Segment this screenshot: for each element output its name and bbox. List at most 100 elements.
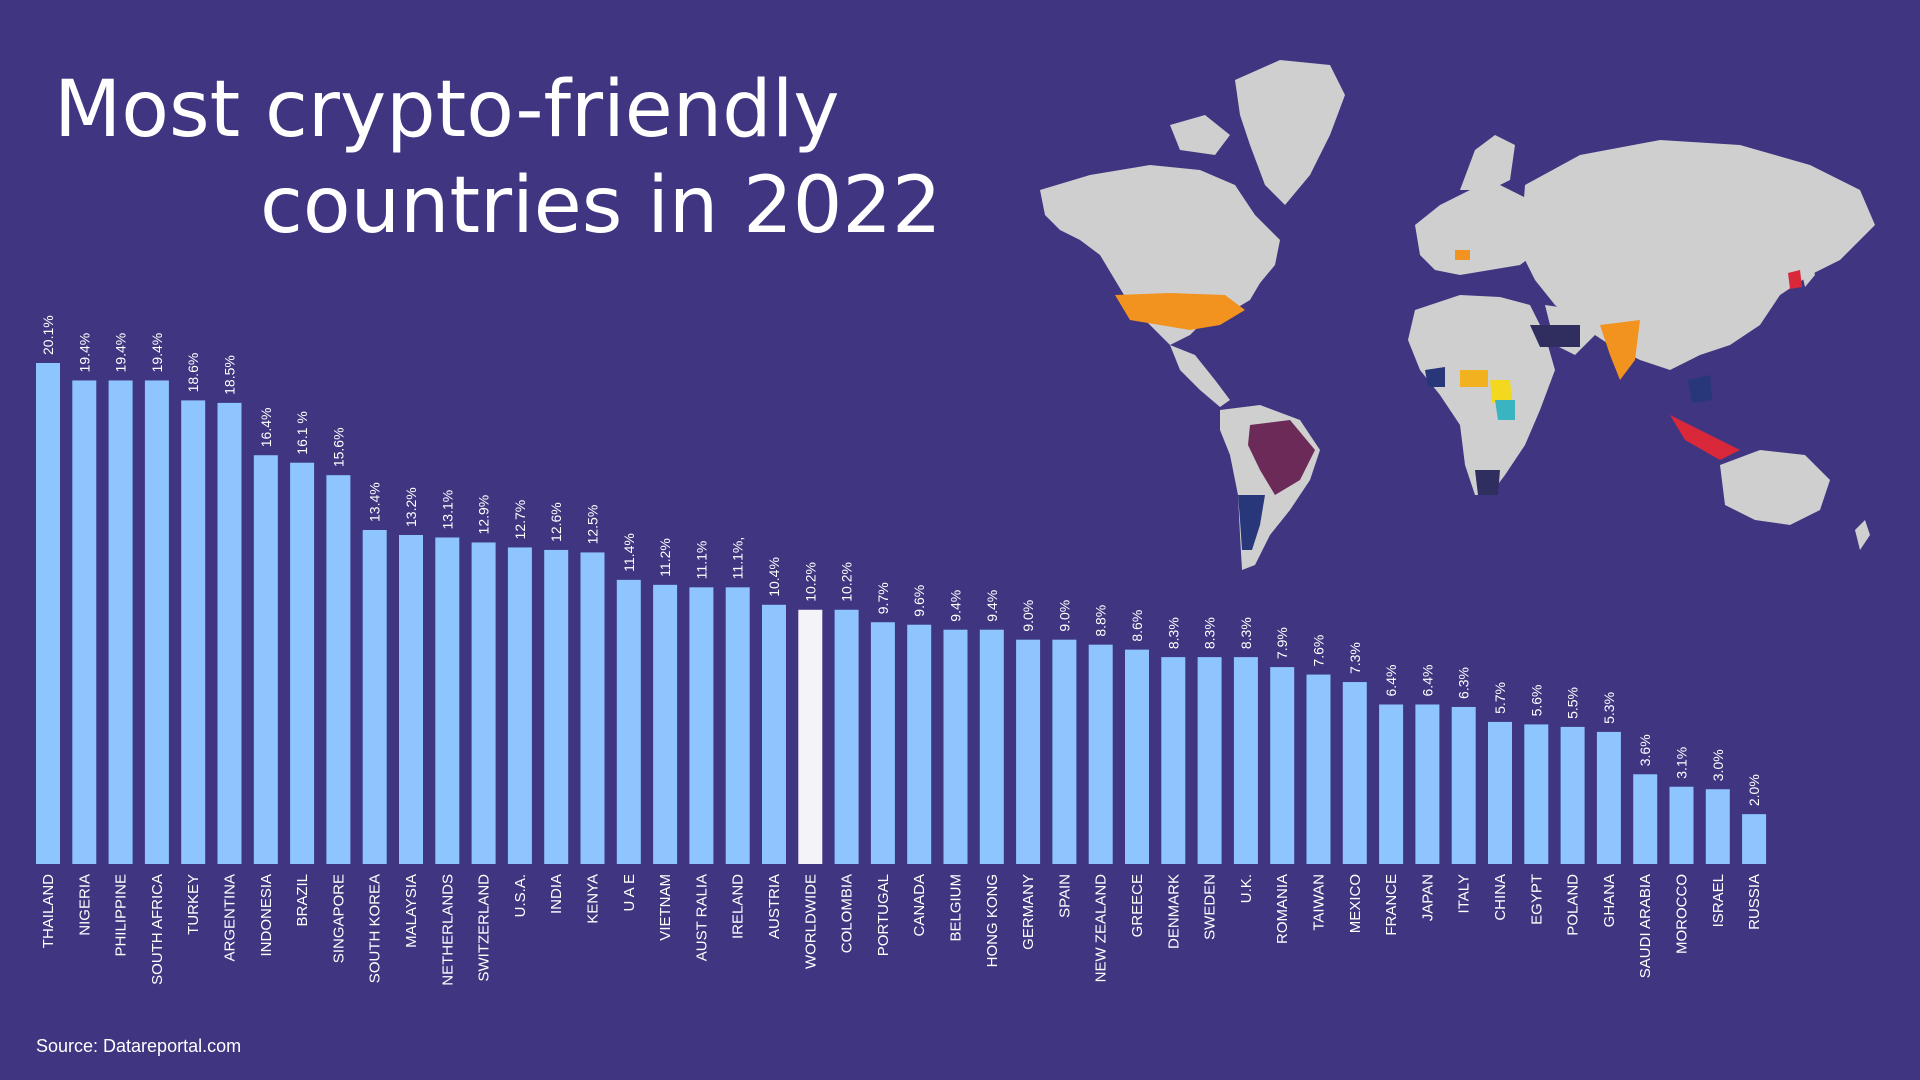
value-label: 15.6%	[330, 427, 346, 467]
category-label: CANADA	[911, 874, 928, 937]
value-label: 8.8%	[1093, 605, 1109, 637]
category-label: FRANCE	[1383, 874, 1400, 936]
bar-portugal	[870, 622, 895, 864]
category-label: SOUTH KOREA	[367, 874, 384, 983]
value-label: 18.6%	[185, 353, 201, 393]
bar-argentina	[217, 402, 242, 864]
value-label: 20.1%	[40, 315, 56, 355]
world-map	[1040, 60, 1875, 570]
chart-title-line1: Most crypto-friendly	[54, 65, 840, 155]
value-label: 9.4%	[948, 590, 964, 622]
bar-hong-kong	[979, 629, 1004, 864]
bar-south-korea	[362, 530, 387, 864]
category-label: EGYPT	[1528, 874, 1545, 925]
value-label: 9.4%	[984, 590, 1000, 622]
value-label: 12.7%	[512, 500, 528, 540]
value-label: 19.4%	[76, 333, 92, 373]
value-label: 9.7%	[875, 582, 891, 614]
value-label: 7.9%	[1274, 627, 1290, 659]
category-label: TURKEY	[185, 874, 202, 935]
bar-poland	[1560, 726, 1585, 864]
bar-brazil	[290, 462, 315, 864]
value-label: 7.6%	[1311, 635, 1327, 667]
bar-kenya	[580, 552, 605, 864]
bar-spain	[1052, 639, 1077, 864]
chart-title: Most crypto-friendly countries in 2022	[54, 62, 942, 254]
value-label: 2.0%	[1746, 774, 1762, 806]
map-highlighted-countries	[1115, 250, 1802, 550]
category-label: CHINA	[1492, 874, 1509, 921]
value-label: 6.3%	[1456, 667, 1472, 699]
bar-indonesia	[253, 455, 278, 864]
value-label: 12.5%	[585, 505, 601, 545]
category-label: NEW ZEALAND	[1093, 874, 1110, 983]
category-label: NIGERIA	[76, 874, 93, 936]
value-label: 3.0%	[1710, 749, 1726, 781]
bar-france	[1379, 704, 1404, 864]
bar-vietnam	[653, 584, 678, 864]
category-label: JAPAN	[1419, 874, 1436, 921]
category-label: KENYA	[585, 874, 602, 924]
bar-denmark	[1161, 657, 1186, 864]
bar-morocco	[1669, 786, 1694, 864]
category-label: BELGIUM	[948, 874, 965, 942]
bar-philippine	[108, 380, 133, 864]
category-label: COLOMBIA	[839, 874, 856, 953]
value-label: 10.2%	[802, 562, 818, 602]
bar-malaysia	[399, 534, 423, 864]
category-label: PORTUGAL	[875, 874, 892, 956]
category-label: POLAND	[1565, 874, 1582, 936]
value-label: 11.2%	[657, 538, 673, 577]
category-label: DENMARK	[1165, 874, 1182, 949]
category-label: VIETNAM	[657, 874, 674, 941]
value-label: 18.5%	[222, 355, 238, 395]
category-label: AUSTRIA	[766, 874, 783, 939]
value-label: 11.1%	[693, 541, 709, 580]
value-label: 9.0%	[1020, 600, 1036, 632]
bar-mexico	[1342, 682, 1367, 864]
bar-belgium	[943, 629, 968, 864]
category-label: ROMANIA	[1274, 874, 1291, 944]
value-label: 13.4%	[367, 482, 383, 522]
category-label: TAIWAN	[1311, 874, 1328, 931]
bar-u-k-	[1233, 657, 1258, 864]
category-label: GHANA	[1601, 874, 1618, 927]
bar-egypt	[1524, 724, 1549, 864]
source-note: Source: Datareportal.com	[36, 1036, 242, 1056]
value-label: 9.0%	[1056, 600, 1072, 632]
value-label: 5.5%	[1565, 687, 1581, 719]
bar-israel	[1705, 789, 1730, 864]
value-label: 12.6%	[548, 502, 564, 542]
bar-ghana	[1596, 731, 1621, 864]
value-label: 13.1%	[439, 490, 455, 530]
bar-thailand	[36, 363, 60, 864]
category-label: ITALY	[1456, 874, 1473, 913]
category-label: WORLDWIDE	[802, 874, 819, 969]
value-label: 5.7%	[1492, 682, 1508, 714]
value-label: 8.3%	[1165, 617, 1181, 649]
bar-saudi-arabia	[1633, 774, 1658, 864]
bar-taiwan	[1306, 674, 1331, 864]
bar-ireland	[725, 587, 750, 864]
category-label: RUSSIA	[1746, 874, 1763, 930]
value-label: 5.3%	[1601, 692, 1617, 724]
category-labels: THAILAND NIGERIA PHILIPPINE SOUTH AFRICA TUR…	[40, 874, 1763, 986]
category-label: SINGAPORE	[330, 874, 347, 963]
bar-colombia	[834, 609, 859, 864]
category-label: SOUTH AFRICA	[149, 874, 166, 985]
bar-italy	[1451, 706, 1476, 864]
category-label: GERMANY	[1020, 874, 1037, 950]
value-label: 3.6%	[1637, 734, 1653, 766]
value-label: 3.1%	[1674, 747, 1690, 779]
category-label: INDIA	[548, 874, 565, 914]
bars	[36, 363, 1767, 864]
bar-u-s-a-	[507, 547, 532, 864]
bar-turkey	[181, 400, 206, 864]
value-label: 8.3%	[1238, 617, 1254, 649]
bar-india	[544, 549, 569, 864]
category-label: PHILIPPINE	[113, 874, 130, 957]
category-label: U A E	[621, 874, 638, 912]
bar-canada	[907, 624, 932, 864]
value-label: 13.2%	[403, 487, 419, 527]
